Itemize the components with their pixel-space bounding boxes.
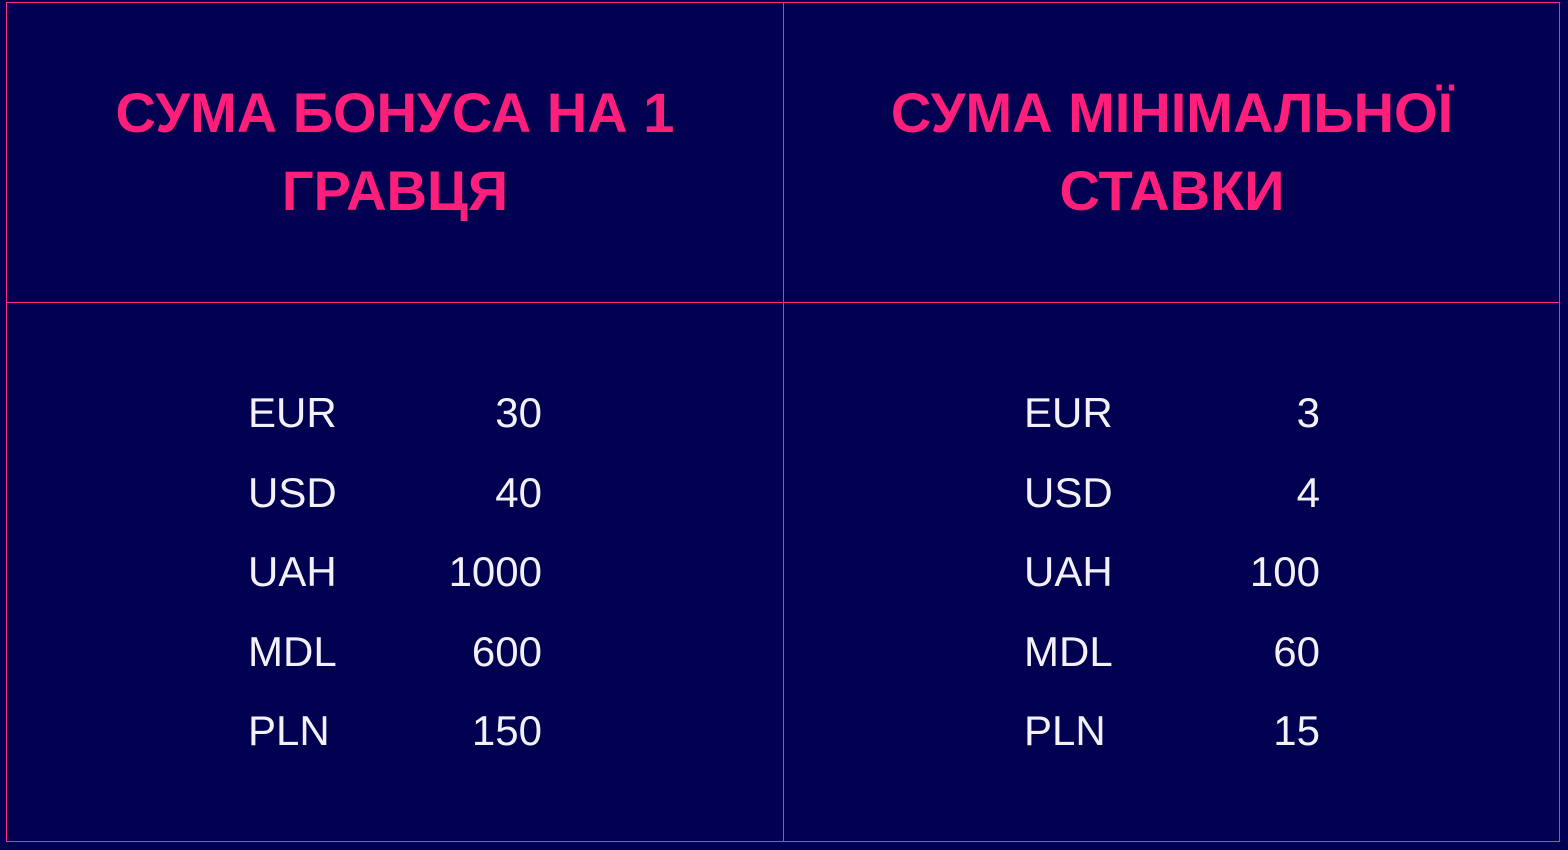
currency-label: MDL (1024, 627, 1113, 675)
column-header-bonus: СУМА БОНУСА НА 1 ГРАВЦЯ (115, 81, 675, 222)
header-divider (6, 302, 1560, 303)
amount-value: 150 (471, 707, 542, 754)
currency-label: EUR (1024, 389, 1113, 436)
column-header-min-bet: СУМА МІНІМАЛЬНОЇ СТАВКИ (890, 81, 1454, 222)
bonus-rows: EUR 30 USD 40 UAH 1000 MDL 600 PLN 150 (248, 383, 542, 781)
currency-label: EUR (248, 389, 337, 436)
currency-label: PLN (248, 707, 330, 754)
currency-label: PLN (1024, 707, 1106, 754)
table-row: USD 40 (248, 463, 542, 543)
min-bet-rows: EUR 3 USD 4 UAH 100 MDL 60 PLN 15 (1024, 383, 1320, 781)
currency-label: UAH (1024, 548, 1113, 595)
amount-value: 600 (471, 627, 542, 675)
table-row: PLN 150 (248, 701, 542, 781)
amount-value: 100 (1249, 548, 1320, 595)
amount-value: 4 (1296, 468, 1320, 516)
currency-label: MDL (248, 627, 337, 675)
table-row: EUR 3 (1024, 383, 1320, 463)
table-row: UAH 100 (1024, 542, 1320, 622)
amount-value: 40 (495, 468, 542, 516)
table-row: USD 4 (1024, 463, 1320, 543)
currency-label: USD (248, 468, 337, 516)
amount-value: 30 (495, 389, 542, 436)
table-row: EUR 30 (248, 383, 542, 463)
amount-value: 1000 (448, 548, 542, 595)
table-row: MDL 600 (248, 622, 542, 702)
table-row: MDL 60 (1024, 622, 1320, 702)
column-divider (783, 2, 784, 842)
table-row: UAH 1000 (248, 542, 542, 622)
currency-label: UAH (248, 548, 337, 595)
currency-label: USD (1024, 468, 1113, 516)
amount-value: 60 (1273, 627, 1320, 675)
amount-value: 3 (1296, 389, 1320, 436)
amount-value: 15 (1273, 707, 1320, 754)
table-row: PLN 15 (1024, 701, 1320, 781)
